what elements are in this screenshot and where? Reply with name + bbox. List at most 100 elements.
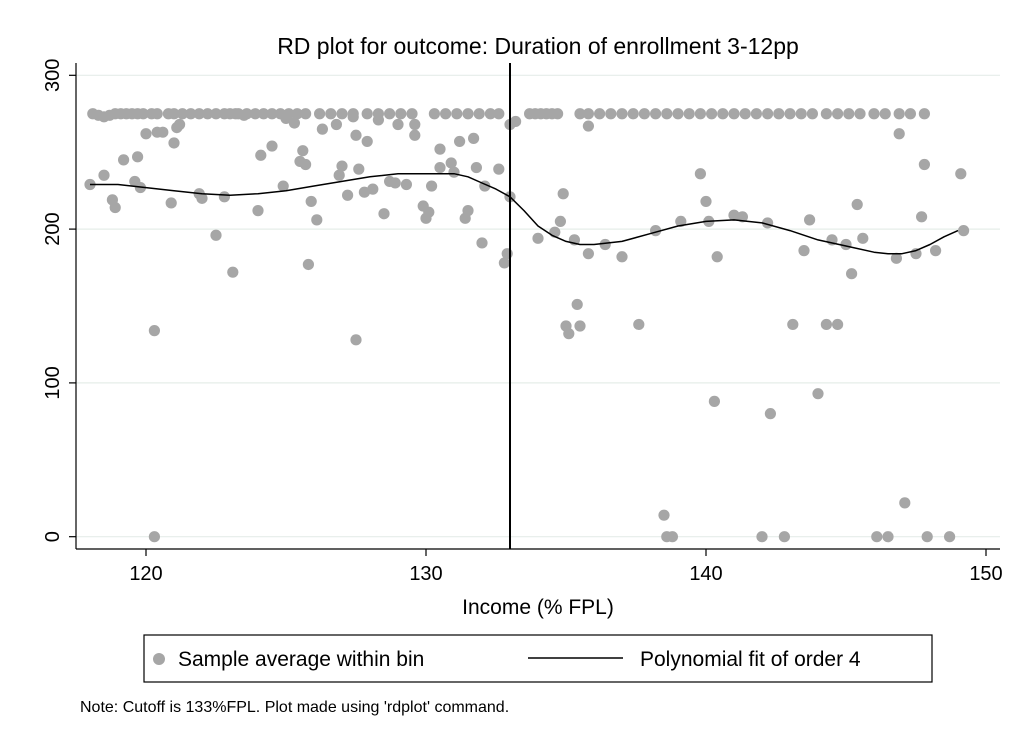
data-point	[812, 388, 824, 400]
y-tick-labels: 0 100 200 300	[42, 59, 64, 543]
data-point	[879, 108, 891, 120]
data-point	[406, 108, 418, 120]
data-point	[361, 108, 373, 120]
x-tick-label: 130	[409, 563, 442, 585]
data-point	[918, 158, 931, 171]
data-point	[389, 177, 401, 189]
data-point	[445, 157, 457, 169]
data-point	[98, 169, 110, 181]
data-point	[300, 158, 312, 171]
data-point	[493, 163, 505, 175]
data-point	[305, 195, 317, 208]
data-point	[330, 118, 342, 131]
data-point	[230, 108, 242, 120]
data-point	[857, 232, 869, 244]
data-point	[798, 245, 810, 257]
data-point	[333, 169, 345, 181]
y-tick-label: 100	[42, 366, 64, 399]
x-tick-label: 150	[969, 563, 1002, 585]
data-point	[484, 108, 496, 120]
data-point	[316, 123, 328, 135]
data-point	[762, 108, 774, 120]
y-tick-label: 300	[42, 59, 64, 92]
data-point	[347, 111, 359, 123]
data-point	[616, 108, 628, 120]
data-point	[168, 137, 180, 149]
data-point	[916, 211, 928, 223]
grid-lines	[76, 74, 1000, 538]
data-point	[846, 268, 858, 280]
data-point	[157, 126, 169, 138]
data-point	[918, 108, 931, 120]
data-point	[574, 320, 586, 332]
data-point	[325, 108, 337, 120]
data-point	[218, 191, 230, 203]
data-point	[280, 112, 292, 124]
data-point	[554, 215, 567, 228]
data-point	[409, 118, 421, 131]
y-tick-label: 0	[42, 531, 64, 542]
legend-label-points: Sample average within bin	[178, 648, 424, 671]
axes	[69, 63, 1000, 556]
data-point	[378, 208, 390, 220]
data-point	[820, 318, 833, 331]
data-point	[454, 135, 466, 148]
data-point	[552, 108, 564, 120]
data-point	[176, 108, 188, 120]
data-point	[944, 531, 956, 543]
y-tick-label: 200	[42, 212, 64, 245]
data-point	[795, 108, 807, 120]
data-point	[806, 108, 819, 120]
data-point	[582, 248, 595, 260]
x-axis-label: Income (% FPL)	[462, 596, 614, 619]
data-point	[498, 257, 510, 269]
fit-line-segment	[90, 172, 511, 198]
data-point	[277, 180, 289, 192]
x-tick-label: 120	[129, 563, 162, 585]
data-point	[361, 135, 373, 148]
data-point	[151, 108, 163, 120]
data-point	[832, 108, 844, 120]
data-point	[266, 108, 278, 120]
data-point	[428, 108, 440, 120]
data-point	[843, 108, 855, 120]
data-point	[238, 109, 250, 121]
data-point	[764, 408, 777, 420]
data-point	[627, 108, 639, 120]
data-point	[605, 108, 617, 120]
legend-box	[143, 634, 933, 683]
data-point	[140, 128, 152, 140]
polynomial-fit	[90, 172, 959, 255]
data-point	[148, 325, 160, 337]
data-point	[255, 149, 267, 161]
data-point	[434, 161, 446, 174]
data-point	[563, 328, 575, 340]
data-point	[706, 108, 718, 120]
data-point	[291, 108, 303, 120]
data-point	[109, 201, 121, 214]
data-point	[314, 108, 326, 120]
data-point	[650, 108, 662, 120]
data-point	[227, 266, 239, 278]
data-point	[367, 183, 379, 195]
data-point	[252, 205, 264, 217]
data-point	[557, 188, 569, 200]
data-point	[468, 132, 480, 144]
data-point	[594, 108, 606, 120]
data-point	[132, 151, 144, 163]
data-point	[868, 108, 880, 120]
data-point	[409, 129, 421, 141]
data-point	[694, 108, 707, 120]
data-point	[509, 115, 522, 128]
data-point	[300, 108, 312, 120]
chart-note: Note: Cutoff is 133%FPL. Plot made using…	[80, 699, 509, 716]
data-point	[451, 108, 463, 120]
data-point	[440, 108, 452, 120]
data-point	[711, 251, 723, 263]
data-point	[804, 214, 816, 226]
data-point	[616, 251, 628, 263]
data-point	[958, 225, 970, 237]
data-point	[955, 168, 967, 180]
data-point	[342, 189, 354, 201]
